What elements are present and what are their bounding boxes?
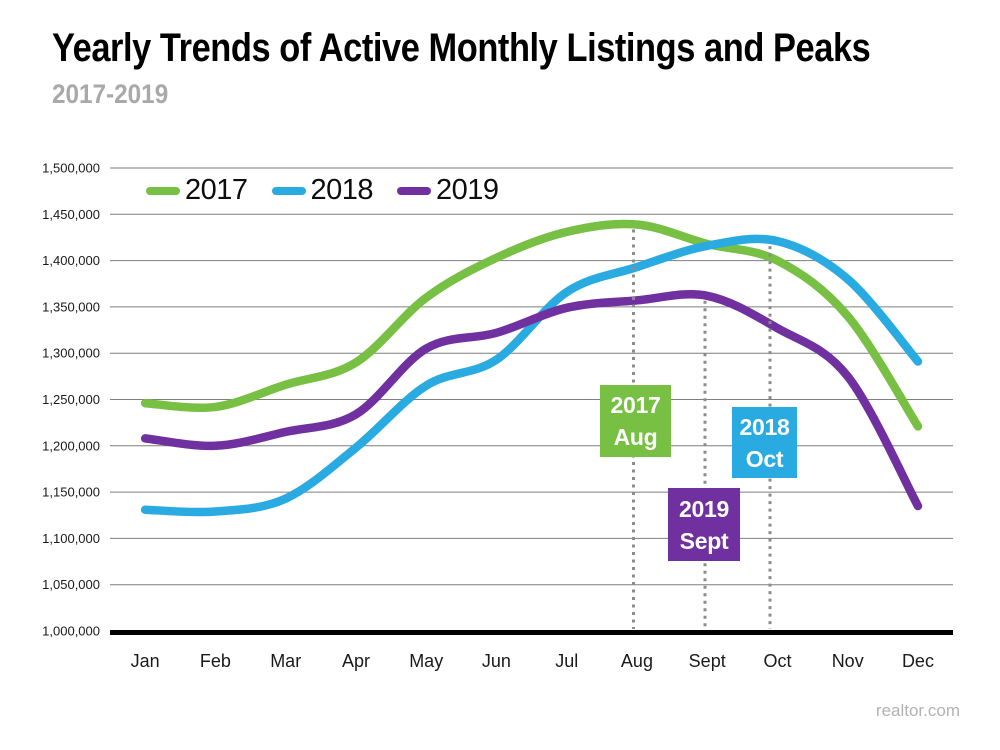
x-axis-tick-label: Oct: [763, 651, 791, 671]
callout-month-label: Aug: [613, 424, 658, 450]
y-axis-tick-label: 1,000,000: [42, 624, 100, 639]
y-axis-tick-label: 1,350,000: [42, 299, 100, 314]
callout-year-label: 2018: [739, 413, 790, 440]
legend-label-2017: 2017: [185, 174, 248, 206]
x-axis-tick-label: May: [409, 651, 443, 671]
callout-month-label: Oct: [745, 445, 784, 472]
callout-year-label: 2019: [679, 495, 729, 522]
x-axis-tick-label: Sept: [689, 651, 726, 671]
chart-title: Yearly Trends of Active Monthly Listings…: [52, 26, 871, 70]
watermark: realtor.com: [875, 701, 960, 720]
y-axis-tick-label: 1,250,000: [42, 392, 100, 407]
y-axis-tick-label: 1,400,000: [42, 253, 100, 268]
x-axis-tick-label: Aug: [621, 651, 653, 671]
legend-label-2018: 2018: [310, 174, 374, 206]
x-axis-tick-label: Nov: [832, 651, 864, 671]
x-axis-tick-label: Jun: [482, 651, 511, 671]
y-axis-tick-label: 1,100,000: [42, 531, 100, 546]
x-axis-tick-label: Apr: [342, 651, 370, 671]
peak-callout-2017-aug: 2017 Aug: [600, 385, 671, 457]
legend-swatch-2019-icon: [397, 186, 432, 195]
x-axis-tick-label: Feb: [200, 651, 231, 671]
legend-item-2017: 2017: [146, 174, 248, 207]
x-axis-tick-label: Mar: [270, 651, 301, 671]
series-line-2017: [140, 219, 923, 431]
legend-item-2019: 2019: [397, 174, 499, 207]
y-axis-tick-label: 1,200,000: [42, 438, 100, 453]
legend-swatch-2018-icon: [271, 186, 306, 195]
legend-swatch-2017-icon: [146, 186, 180, 195]
callout-month-label: Sept: [679, 527, 729, 554]
y-axis-tick-label: 1,500,000: [42, 161, 100, 176]
y-axis-tick-label: 1,450,000: [42, 207, 100, 222]
legend: 2017 2018 2019: [146, 174, 499, 207]
peak-callout-2018-oct: 2018 Oct: [732, 407, 797, 478]
y-axis-tick-label: 1,150,000: [42, 485, 100, 500]
x-axis-tick-label: Jul: [555, 651, 578, 671]
series-line-2019: [140, 290, 923, 511]
callout-year-label: 2017: [610, 392, 661, 418]
y-axis-tick-label: 1,050,000: [42, 577, 100, 592]
chart-subtitle: 2017-2019: [52, 79, 169, 109]
x-axis-tick-label: Dec: [902, 651, 934, 671]
legend-label-2019: 2019: [436, 174, 499, 206]
legend-item-2018: 2018: [271, 174, 374, 207]
peak-callout-2019-sept: 2019 Sept: [668, 488, 740, 561]
x-axis-tick-label: Jan: [131, 651, 160, 671]
y-axis-tick-label: 1,300,000: [42, 346, 100, 361]
